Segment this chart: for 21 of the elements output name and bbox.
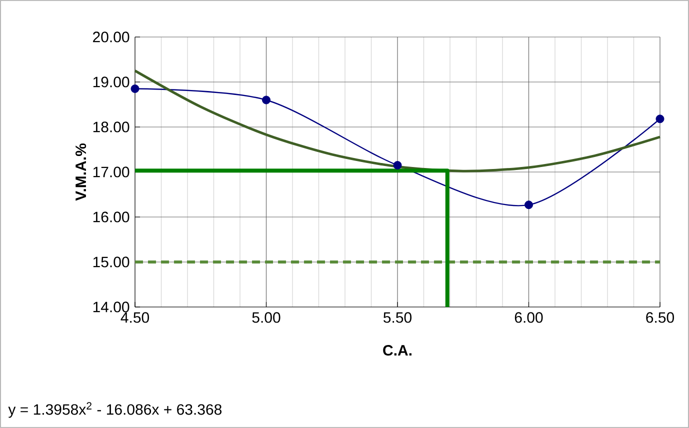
y-tick-label: 17.00	[93, 166, 130, 178]
x-axis-title: C.A.	[383, 345, 412, 356]
x-tick-label: 4.50	[120, 312, 150, 323]
y-tick-label: 15.00	[93, 256, 130, 268]
y-tick-label: 16.00	[93, 212, 130, 222]
point	[524, 200, 533, 210]
line-series	[134, 69, 662, 172]
text: y = 1.3958x$^{2}$ - 16.086x + 63.368	[8, 402, 222, 418]
x-tick-label: 6.00	[514, 312, 543, 323]
y-axis-title: V.M.A.%	[76, 143, 86, 201]
point	[262, 96, 270, 104]
point	[130, 84, 140, 93]
y-tick-label: 18.00	[93, 122, 130, 132]
x-tick-label: 6.50	[646, 312, 674, 323]
point	[393, 160, 402, 170]
point	[656, 114, 664, 124]
y-tick-label: 19.00	[93, 76, 130, 88]
x-tick-label: 5.00	[252, 312, 280, 323]
y-tick-label: 14.00	[93, 302, 130, 312]
x-tick-label: 5.50	[384, 312, 412, 323]
y-tick-label: 20.00	[93, 32, 130, 42]
